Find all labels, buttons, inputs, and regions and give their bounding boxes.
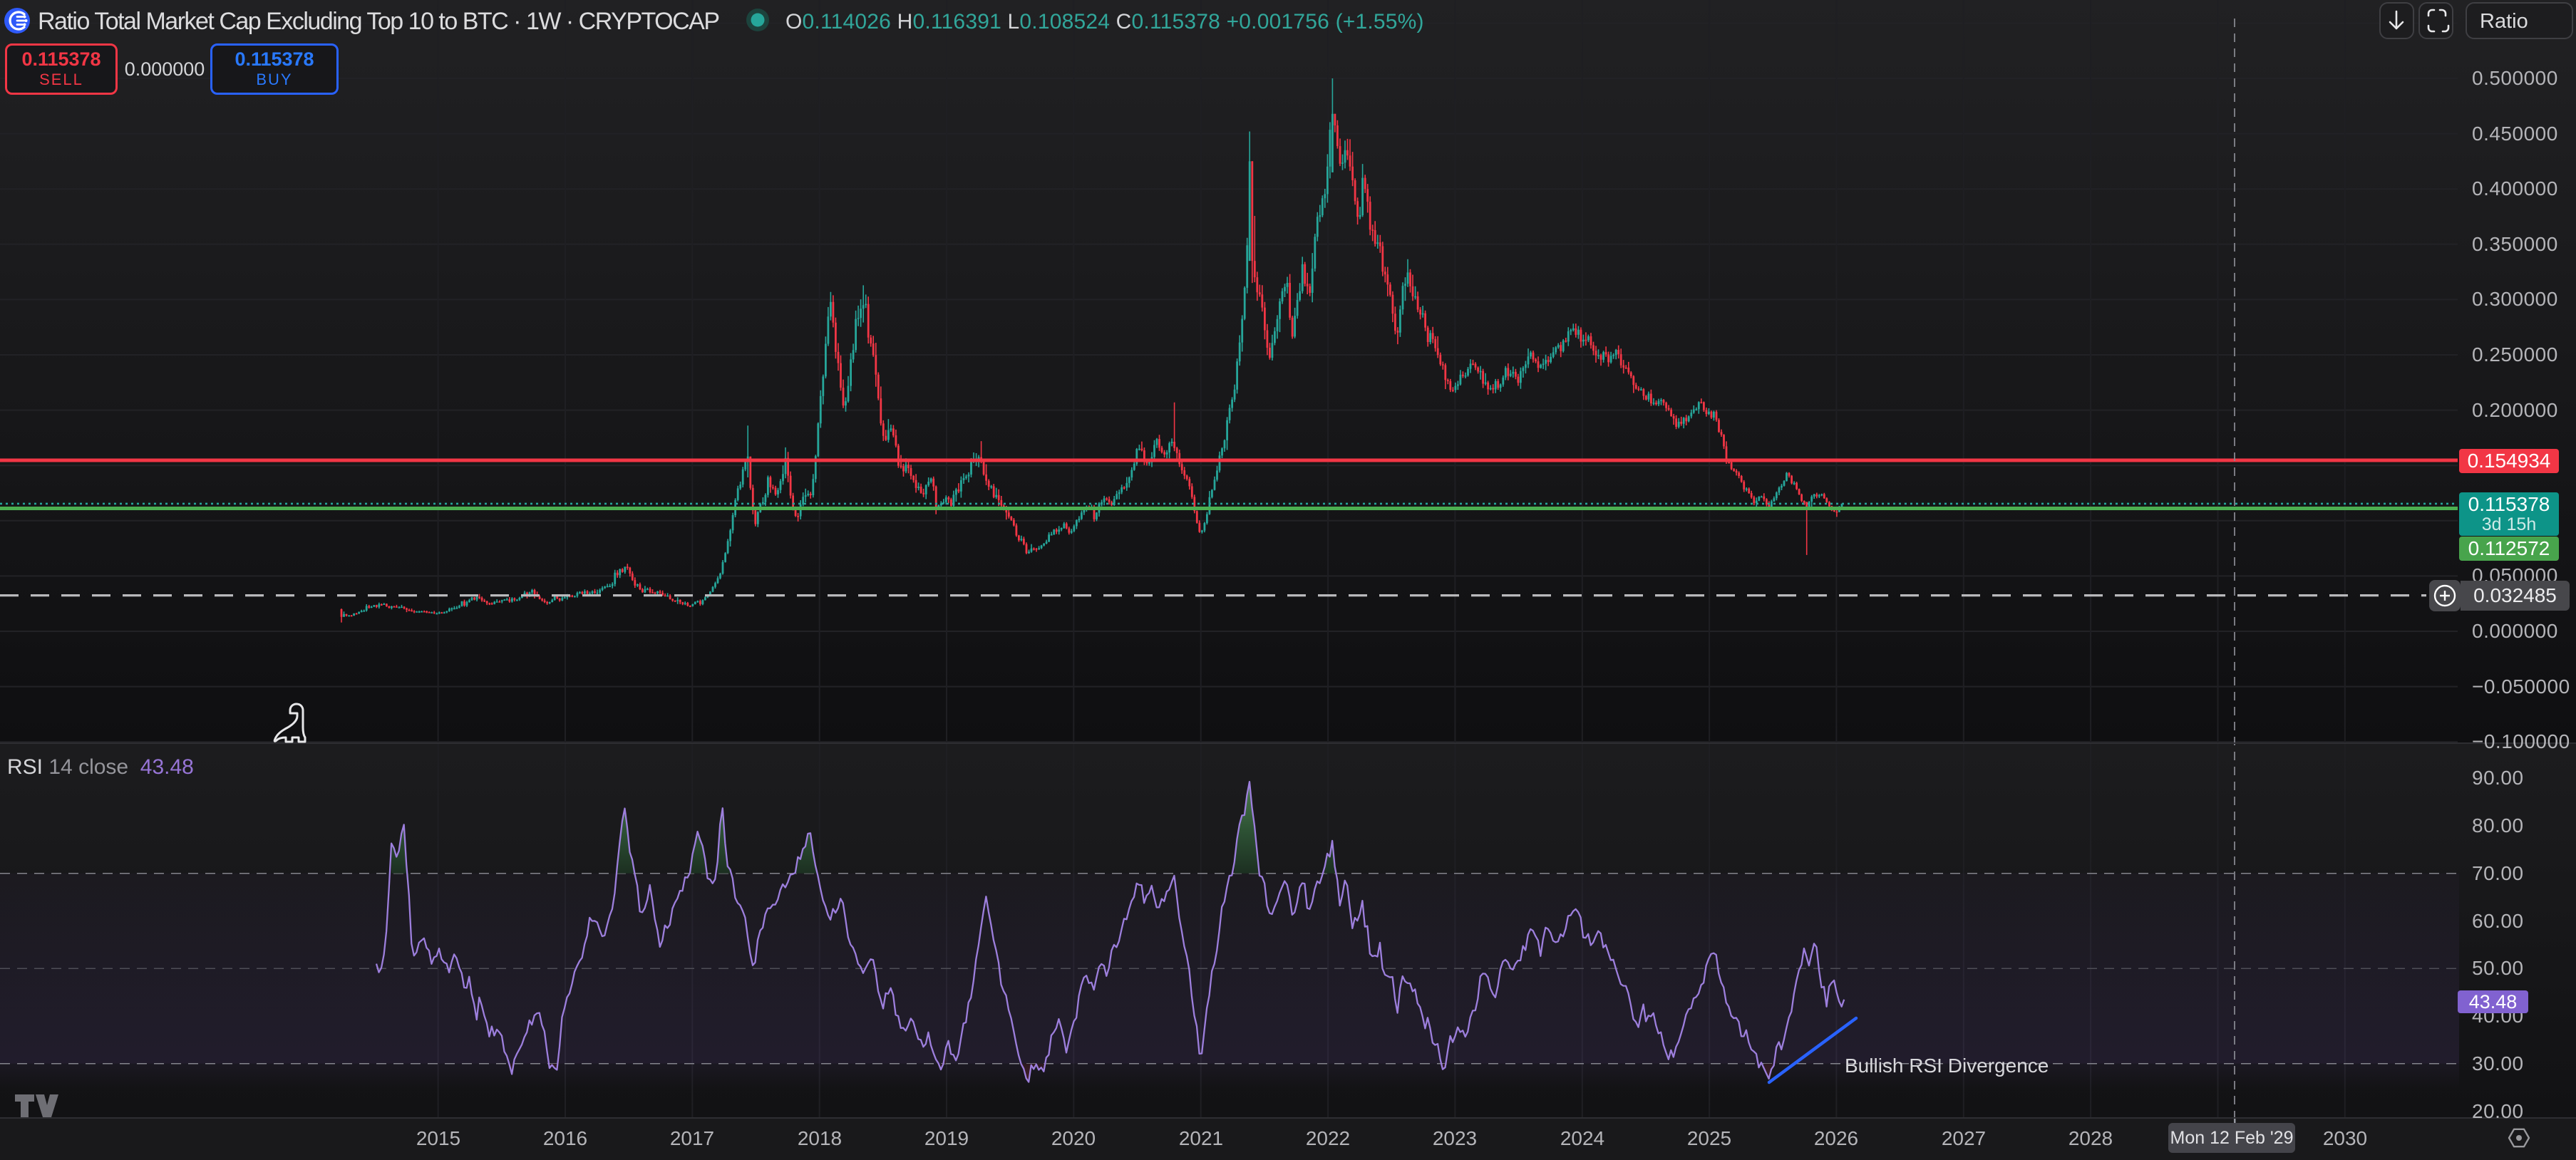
svg-text:Ratio: Ratio — [2480, 10, 2528, 33]
